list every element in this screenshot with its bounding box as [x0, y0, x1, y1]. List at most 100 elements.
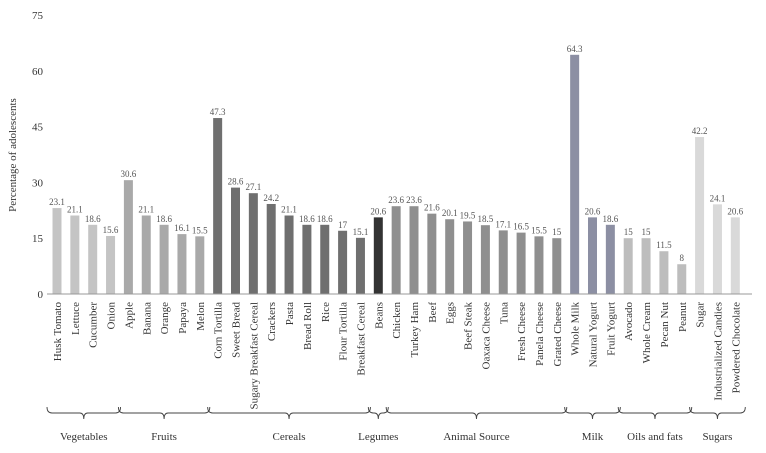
group-label: Legumes [358, 431, 398, 443]
group-label: Animal Source [443, 431, 509, 443]
group-label: Milk [582, 431, 604, 443]
group-label: Vegetables [60, 431, 108, 443]
bar-value-label: 20.6 [370, 206, 386, 216]
category-label: Industrialized Candies [712, 302, 724, 401]
bars [52, 54, 740, 294]
category-label: Cucumber [88, 302, 100, 348]
bar [355, 237, 365, 294]
group-label: Oils and fats [627, 431, 683, 443]
bar-value-label: 15 [624, 227, 634, 237]
bar-value-label: 15.5 [192, 225, 208, 235]
bar [177, 234, 187, 294]
bar [409, 206, 419, 294]
category-label: Powdered Chocolate [730, 302, 742, 393]
category-label: Pecan Nut [659, 302, 671, 348]
bar-value-label: 11.5 [656, 240, 672, 250]
group-bracket [367, 406, 389, 420]
group-bracket [617, 406, 693, 420]
bar-value-label: 24.1 [710, 193, 726, 203]
value-labels: 23.121.118.615.630.621.118.616.1 15.547.3… [49, 44, 744, 263]
bar-value-label: 47.3 [210, 107, 226, 117]
category-label: Sugar [695, 302, 707, 328]
bar [463, 221, 473, 294]
bar-value-label: 18.6 [299, 214, 315, 224]
group-bracket [564, 406, 621, 420]
bar [231, 187, 240, 294]
group-brackets: Vegetables Fruits Cereals Legumes Animal Sou… [46, 406, 746, 443]
category-label: Peanut [677, 302, 689, 332]
category-label: Tuna [498, 302, 510, 324]
bar [659, 251, 669, 294]
y-tick-label: 75 [32, 10, 44, 22]
category-label: Apple [123, 302, 135, 329]
bar [159, 224, 169, 294]
bar [695, 137, 705, 294]
bar-value-label: 21.1 [281, 205, 297, 215]
category-label: Fresh Cheese [516, 302, 528, 361]
y-tick-label: 0 [38, 289, 44, 301]
bar [373, 217, 383, 294]
category-label: Oaxaca Cheese [480, 302, 492, 370]
bar-value-label: 21.1 [67, 205, 83, 215]
bar-value-label: 21.1 [138, 205, 154, 215]
bar-value-label: 16.1 [174, 223, 190, 233]
bar [445, 219, 455, 294]
group-bracket [689, 406, 746, 420]
bar [480, 225, 490, 294]
y-axis-label: Percentage of adolescents [7, 98, 19, 212]
bar-value-label: 20.1 [442, 208, 458, 218]
bar [427, 213, 437, 294]
bar-value-label: 18.6 [85, 214, 101, 224]
category-label: Melon [195, 302, 207, 331]
bar-value-label: 23.1 [49, 197, 65, 207]
bar [623, 238, 633, 294]
category-label: Grated Cheese [552, 302, 564, 367]
category-labels: Husk Tomato Lettuce Cucumber Onion Apple Bana… [52, 302, 742, 410]
category-label: Flour Tortilla [338, 302, 350, 361]
bar [195, 236, 205, 294]
bar-value-label: 15.6 [103, 225, 119, 235]
category-label: Pasta [284, 302, 296, 325]
category-label: Turkey Ham [409, 302, 421, 358]
category-label: Fruit Yogurt [605, 302, 617, 356]
bar [641, 238, 651, 294]
category-label: Eggs [445, 302, 457, 324]
category-label: Beef Steak [463, 302, 475, 350]
bar-value-label: 18.5 [478, 214, 494, 224]
group-bracket [117, 406, 211, 420]
bar-value-label: 21.6 [424, 203, 440, 213]
bar [605, 224, 615, 294]
bar-value-label: 30.6 [121, 169, 137, 179]
group-label: Sugars [702, 431, 732, 443]
bar-value-label: 42.2 [692, 126, 708, 136]
bar-value-label: 20.6 [727, 206, 743, 216]
bar [302, 224, 312, 294]
category-label: Whole Milk [570, 302, 582, 356]
bar-value-label: 18.6 [156, 214, 172, 224]
bar [534, 236, 544, 294]
category-label: Sweet Bread [231, 302, 243, 358]
category-label: Onion [106, 302, 118, 330]
category-label: Avocado [623, 302, 635, 341]
bar-value-label: 19.5 [460, 210, 476, 220]
category-label: Beef [427, 302, 439, 323]
bar [88, 224, 98, 294]
bar-value-label: 16.5 [513, 222, 529, 232]
y-tick-label: 15 [32, 233, 44, 245]
category-label: Lettuce [70, 302, 82, 335]
bar-value-label: 18.6 [317, 214, 333, 224]
bar-value-label: 23.6 [406, 195, 422, 205]
bar [123, 180, 133, 294]
bar [106, 235, 116, 294]
bar [248, 193, 258, 294]
bar [588, 217, 597, 294]
bar [516, 232, 526, 294]
category-label: Crackers [266, 302, 278, 341]
bar-value-label: 20.6 [585, 206, 601, 216]
bar-value-label: 17.1 [495, 219, 511, 229]
bar-value-label: 8 [680, 253, 685, 263]
bar-value-label: 15.5 [531, 225, 547, 235]
bar [570, 54, 580, 294]
category-label: Breakfast Cereal [355, 302, 367, 376]
